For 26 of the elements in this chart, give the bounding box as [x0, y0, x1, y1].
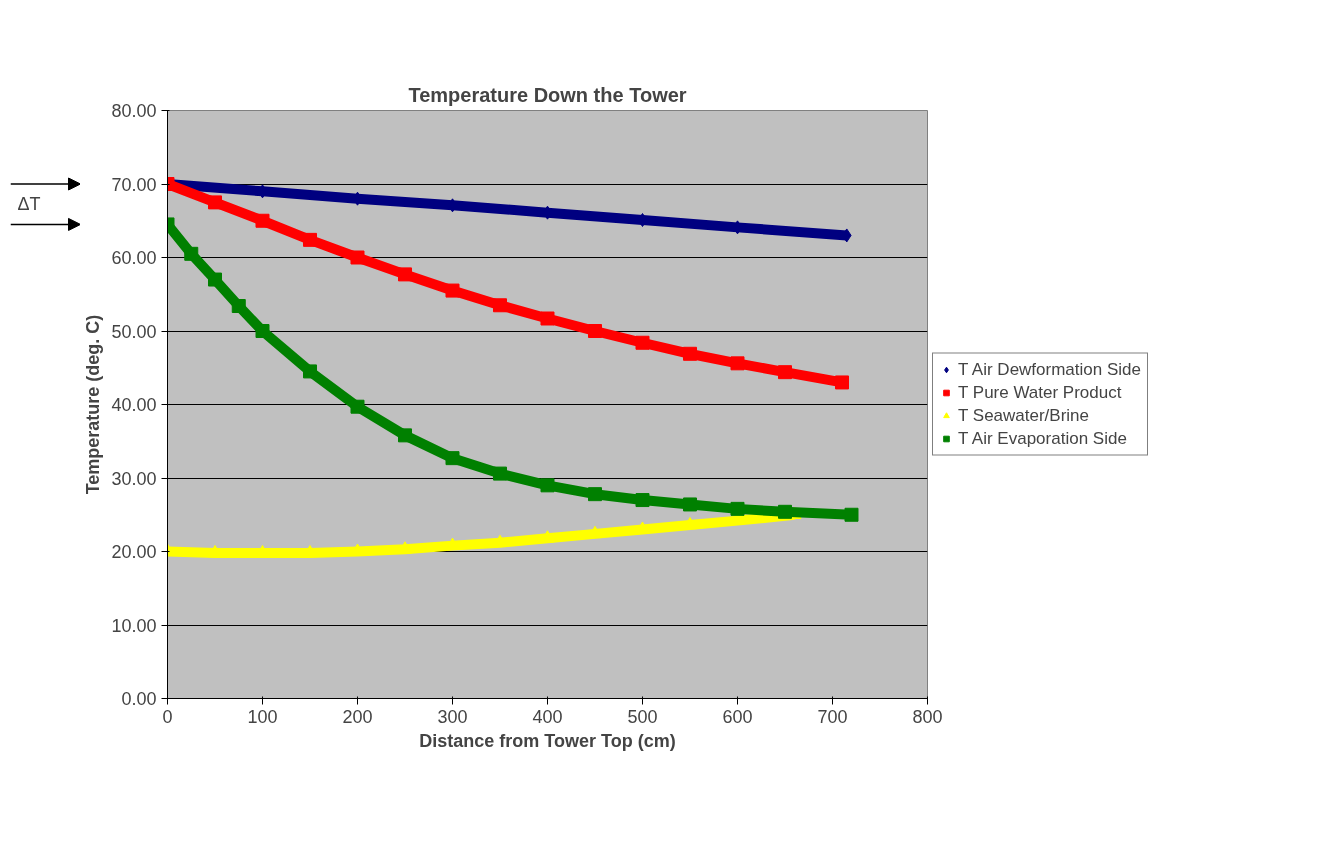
- legend-label: T Air Dewformation Side: [958, 359, 1141, 380]
- y-tick-label: 20.00: [111, 542, 157, 562]
- x-tick-label: 0: [162, 706, 173, 727]
- y-tick-label: 60.00: [111, 248, 157, 268]
- legend-label: T Pure Water Product: [958, 382, 1122, 403]
- x-tick-label: 200: [342, 706, 373, 727]
- x-tick-label: 300: [437, 706, 468, 727]
- x-tick-label: 400: [532, 706, 563, 727]
- y-tick-label: 30.00: [111, 468, 157, 489]
- x-tick-label: 100: [247, 706, 278, 727]
- x-tick-label: 600: [722, 706, 753, 727]
- y-tick-label: 40.00: [111, 395, 157, 415]
- x-tick-label: 700: [817, 706, 848, 727]
- text: ΔT: [17, 194, 41, 215]
- y-tick-label: 70.00: [111, 174, 157, 195]
- y-axis-title: Temperature (deg. C): [83, 314, 104, 495]
- y-tick-label: 10.00: [111, 615, 157, 636]
- legend-label: T Seawater/Brine: [958, 405, 1090, 426]
- legend-label: T Air Evaporation Side: [958, 428, 1127, 449]
- y-tick-label: 50.00: [111, 321, 157, 342]
- x-tick-label: 800: [912, 706, 943, 727]
- chart-title: Temperature Down the Tower: [408, 83, 687, 106]
- x-axis-title: Distance from Tower Top (cm): [419, 730, 676, 751]
- y-tick-label: 80.00: [111, 101, 157, 121]
- y-tick-label: 0.00: [121, 689, 157, 709]
- x-tick-label: 500: [627, 706, 658, 727]
